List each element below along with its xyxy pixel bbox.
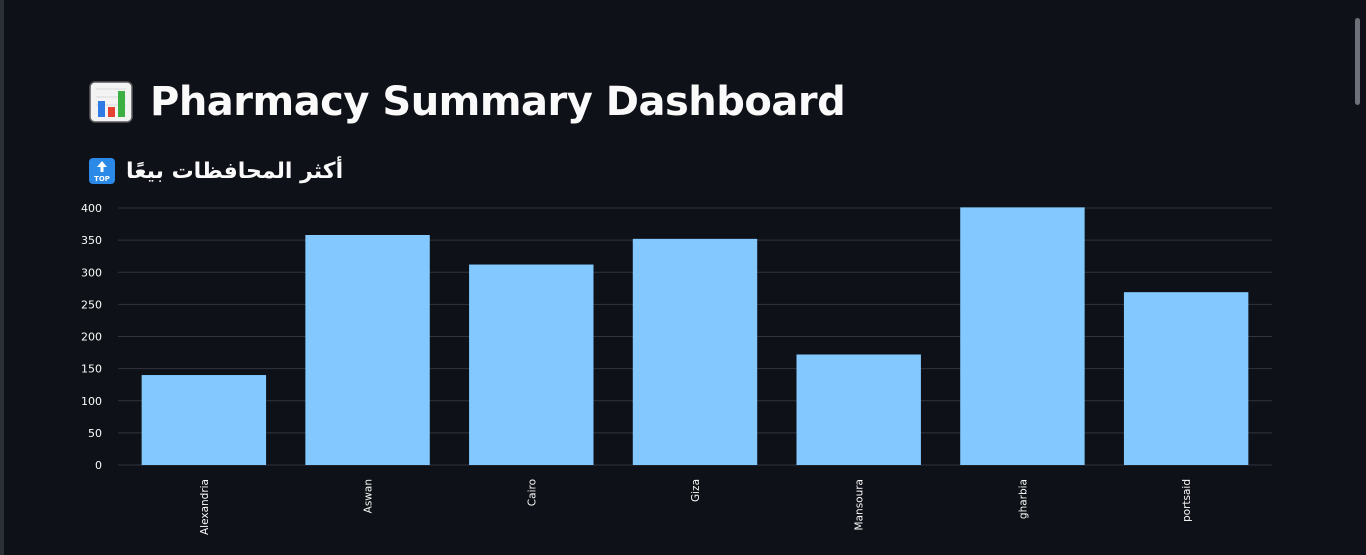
bar-portsaid[interactable] bbox=[1123, 292, 1249, 465]
bar-giza[interactable] bbox=[632, 238, 758, 465]
bar-alexandria[interactable] bbox=[141, 375, 267, 465]
bar-chart-svg: 0 50 100 150 200 250 300 350 400 Alexandria Aswan C… bbox=[81, 202, 1272, 535]
bar-chart-icon bbox=[88, 79, 134, 125]
page-title: Pharmacy Summary Dashboard bbox=[150, 79, 846, 125]
bar-aswan[interactable] bbox=[305, 234, 430, 465]
y-tick-label: 250 bbox=[81, 298, 102, 311]
y-tick-label: 100 bbox=[81, 395, 102, 408]
sales-by-governorate-chart: 0 50 100 150 200 250 300 350 400 Alexandria Aswan C… bbox=[80, 198, 1280, 548]
x-tick-label: Alexandria bbox=[199, 479, 211, 535]
y-tick-label: 0 bbox=[95, 459, 102, 472]
y-tick-label: 300 bbox=[81, 266, 102, 279]
y-tick-label: 350 bbox=[81, 234, 102, 247]
x-tick-label: Mansoura bbox=[854, 479, 866, 530]
section-header: TOP أكثر المحافظات بيعًا bbox=[88, 154, 343, 188]
bar-mansoura[interactable] bbox=[796, 354, 921, 465]
y-tick-label: 150 bbox=[81, 363, 102, 376]
svg-text:TOP: TOP bbox=[94, 175, 110, 183]
y-tick-label: 50 bbox=[88, 427, 102, 440]
x-tick-label: gharbia bbox=[1017, 479, 1029, 519]
sidebar-edge bbox=[0, 0, 4, 555]
page-header: Pharmacy Summary Dashboard bbox=[88, 76, 846, 128]
bar-cairo[interactable] bbox=[469, 264, 594, 465]
x-tick-label: Aswan bbox=[363, 479, 375, 513]
y-tick-label: 200 bbox=[81, 331, 102, 344]
top-arrow-icon: TOP bbox=[88, 157, 116, 185]
x-tick-label: Cairo bbox=[526, 479, 538, 506]
section-title: أكثر المحافظات بيعًا bbox=[126, 158, 344, 184]
x-tick-label: Giza bbox=[690, 479, 702, 502]
vertical-scrollbar[interactable] bbox=[1355, 18, 1360, 105]
x-tick-label: portsaid bbox=[1181, 479, 1193, 522]
bar-gharbia[interactable] bbox=[960, 207, 1085, 466]
y-tick-label: 400 bbox=[81, 202, 102, 215]
